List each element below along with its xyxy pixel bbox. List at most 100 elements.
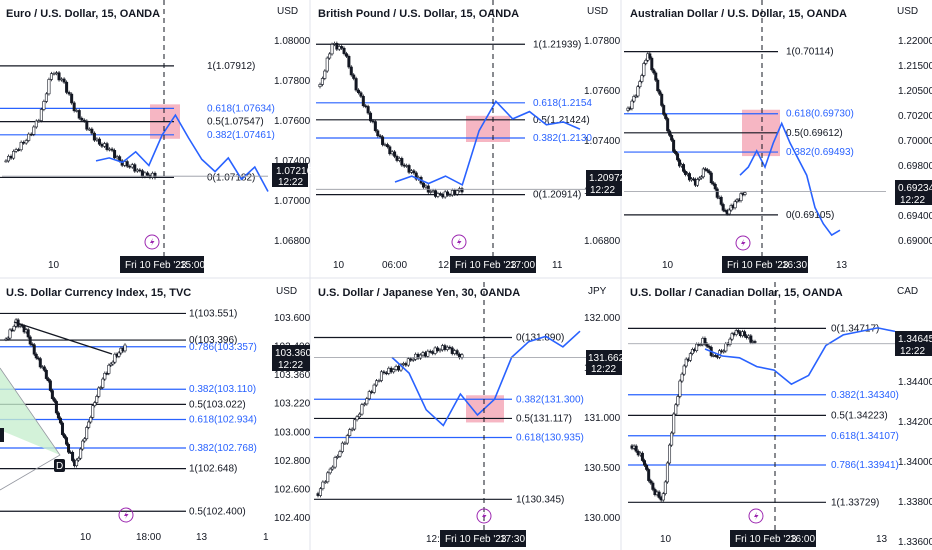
candle-body <box>445 346 449 350</box>
projection-line <box>95 113 269 192</box>
candle-body <box>753 341 757 343</box>
candle-body <box>453 190 457 195</box>
candle-body <box>99 387 103 389</box>
candle-body <box>666 118 670 132</box>
cursor-time-bg <box>730 530 816 547</box>
candle-body <box>24 140 28 144</box>
candle-body <box>401 363 405 365</box>
lightning-icon[interactable] <box>476 508 492 524</box>
price-tick-label: 0.69800 <box>898 161 932 172</box>
price-tick-label: 103.220 <box>274 399 311 410</box>
candle-body <box>77 110 81 119</box>
lightning-icon[interactable] <box>748 508 764 524</box>
candle-body <box>79 448 83 459</box>
last-price: 1.20972 <box>589 173 626 184</box>
candle-body <box>392 369 396 373</box>
candle-body <box>642 63 646 76</box>
candle-body <box>145 172 149 176</box>
candle-body <box>37 120 41 122</box>
price-tick-label: 103.000 <box>274 427 311 438</box>
candle-body <box>90 128 94 134</box>
candle-body <box>54 401 58 414</box>
candle-body <box>9 155 13 159</box>
candle-body <box>105 143 109 150</box>
currency-label-right: CAD <box>897 286 918 297</box>
candle-body <box>448 194 452 197</box>
last-price-tag: 0.69234 12:22 <box>895 180 932 206</box>
panel-gbpusd: British Pound / U.S. Dollar, 15, OANDA 1… <box>316 0 626 273</box>
candle-body <box>406 358 410 366</box>
harmonic-outline <box>0 367 61 491</box>
candle-body <box>70 93 74 104</box>
price-tick-label: 103.360 <box>274 370 311 381</box>
candle-body <box>404 363 408 366</box>
fib-level-label: 0.618(1.34107) <box>831 431 899 442</box>
candle-body <box>153 172 157 179</box>
candle-body <box>678 159 682 167</box>
chart-title: U.S. Dollar / Canadian Dollar, 15, OANDA <box>630 287 843 299</box>
candle-body <box>353 419 357 430</box>
time-label: 13 <box>196 532 208 543</box>
lightning-icon[interactable] <box>451 234 467 250</box>
candle-body <box>7 155 11 162</box>
price-tick-label: 1.07400 <box>584 136 621 147</box>
last-time: 12:22 <box>590 185 615 196</box>
lightning-icon[interactable] <box>118 507 134 523</box>
candle-body <box>14 149 18 152</box>
candle-body <box>414 172 418 180</box>
projection-line <box>704 327 896 386</box>
price-tick-label: 130.000 <box>584 513 621 524</box>
candle-body <box>650 57 654 71</box>
candle-body <box>55 72 59 75</box>
candle-body <box>338 451 342 457</box>
candle-body <box>19 141 23 151</box>
candle-body <box>424 185 428 188</box>
candle-body <box>400 158 404 166</box>
candle-body <box>336 455 340 458</box>
time-label: 10 <box>333 260 345 271</box>
candle-body <box>407 165 411 173</box>
candle-body <box>67 92 71 95</box>
last-price: 1.07216 <box>276 166 313 177</box>
price-tick-label: 102.800 <box>274 456 311 467</box>
lightning-icon[interactable] <box>735 235 751 251</box>
candle-body <box>22 141 26 144</box>
cursor-time-bg <box>450 256 536 273</box>
candle-body <box>728 338 732 346</box>
price-tick-label: 1.07000 <box>274 196 311 207</box>
candle-body <box>411 358 415 361</box>
candle-body <box>330 44 334 55</box>
candle-body <box>138 169 142 172</box>
candle-body <box>6 337 10 340</box>
candle-body <box>727 209 731 215</box>
fib-level-label: 0(1.20914) <box>533 190 581 201</box>
candle-body <box>29 133 33 136</box>
candle-body <box>388 146 392 155</box>
candle-body <box>337 46 341 50</box>
fib-level-label: 1(103.551) <box>189 308 237 319</box>
candle-body <box>405 165 409 167</box>
candle-body <box>342 47 346 54</box>
last-time: 12:22 <box>900 195 925 206</box>
last-price-bg <box>272 345 310 371</box>
candle-body <box>690 349 694 354</box>
candle-body <box>12 151 16 159</box>
fib-level-label: 0.786(103.357) <box>189 342 257 353</box>
time-label: 11 <box>552 260 563 271</box>
candle-body <box>455 190 459 195</box>
fib-level-label: 0.5(1.34223) <box>831 410 888 421</box>
candle-body <box>654 72 658 81</box>
candle-body <box>389 367 393 373</box>
candle-body <box>357 89 361 94</box>
time-label: 13 <box>876 534 888 545</box>
candle-body <box>672 139 676 152</box>
last-price-tag: 1.20972 12:22 <box>586 170 626 196</box>
candle-body <box>660 93 664 106</box>
price-tick-label: 1.07800 <box>584 36 621 47</box>
lightning-icon[interactable] <box>144 234 160 250</box>
candle-body <box>71 451 75 461</box>
price-tick-label: 0.70200 <box>898 111 932 122</box>
fib-level-label: 0.5(103.022) <box>189 399 246 410</box>
last-price-bg <box>895 180 932 205</box>
candle-body <box>22 325 26 333</box>
